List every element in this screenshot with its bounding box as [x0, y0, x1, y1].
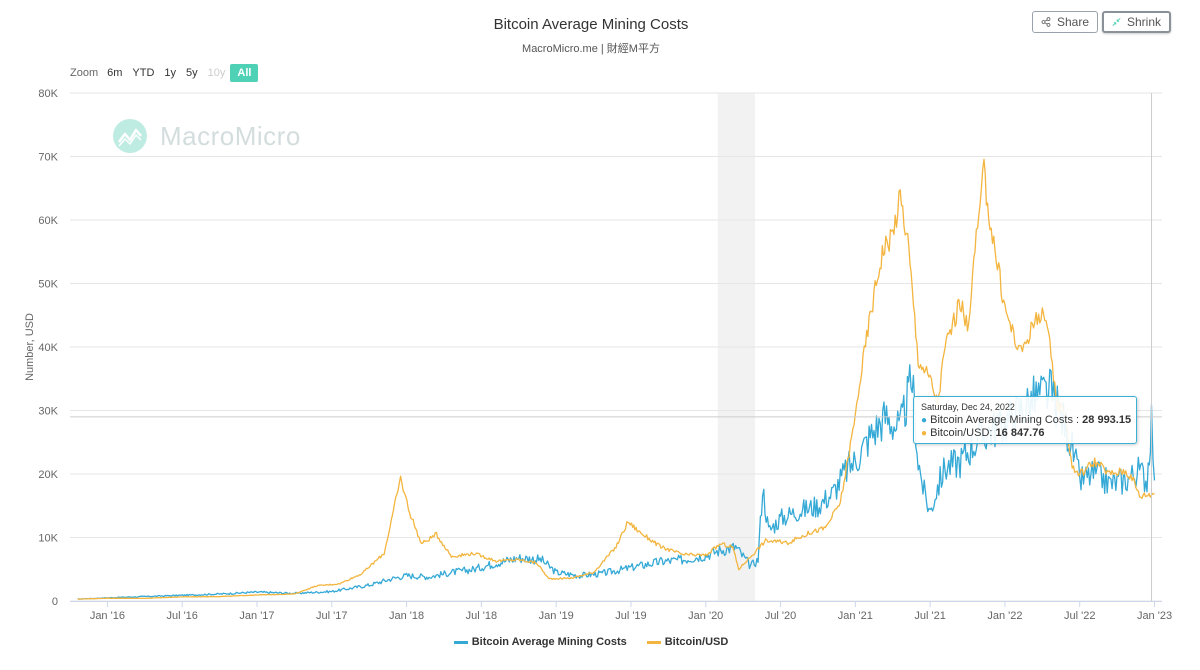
x-tick-label: Jan '22 — [987, 610, 1022, 622]
zoom-ytd-button[interactable]: YTD — [132, 67, 155, 79]
tooltip-btc-label: Bitcoin/USD: — [930, 427, 996, 439]
chart-tooltip: Saturday, Dec 24, 2022 ● Bitcoin Average… — [913, 396, 1137, 444]
tooltip-date: Saturday, Dec 24, 2022 — [921, 402, 1015, 412]
x-tick-label: Jan '16 — [90, 610, 125, 622]
zoom-6m-button[interactable]: 6m — [107, 67, 123, 79]
y-tick-label: 60K — [38, 215, 58, 227]
series-line-mining-costs — [77, 364, 1156, 600]
shrink-button[interactable]: Shrink — [1102, 11, 1171, 33]
y-tick-label: 30K — [38, 406, 58, 418]
chart-subtitle: MacroMicro.me | 財經M平方 — [522, 43, 660, 55]
x-tick-label: Jan '17 — [239, 610, 274, 622]
legend-mining-label: Bitcoin Average Mining Costs — [471, 636, 627, 648]
y-tick-label: 0 — [52, 596, 58, 608]
legend-btc-swatch — [646, 640, 661, 644]
series-line-bitcoin-usd — [77, 158, 1155, 600]
x-tick-label: Jul '17 — [316, 610, 347, 622]
x-tick-label: Jan '20 — [688, 610, 723, 622]
chart-title: Bitcoin Average Mining Costs — [493, 16, 689, 33]
zoom-5y-button[interactable]: 5y — [186, 67, 198, 79]
y-tick-label: 50K — [38, 279, 58, 291]
tooltip-mining-value: 28 993.15 — [1082, 414, 1132, 426]
x-tick-label: Jan '19 — [539, 610, 574, 622]
y-tick-label: 70K — [38, 152, 58, 164]
tooltip-mining-label: Bitcoin Average Mining Costs : — [930, 414, 1083, 426]
tooltip-btc-row: ● Bitcoin/USD: 16 847.76 — [921, 427, 1129, 440]
y-tick-label: 80K — [38, 88, 58, 100]
tooltip-btc-dot-icon: ● — [921, 428, 928, 439]
x-tick-label: Jan '21 — [838, 610, 873, 622]
legend-mining-swatch — [453, 640, 468, 644]
y-tick-label: 40K — [38, 342, 58, 354]
x-tick-label: Jan '18 — [389, 610, 424, 622]
share-button[interactable]: Share — [1032, 11, 1098, 33]
x-tick-label: Jul '21 — [914, 610, 945, 622]
zoom-all-button[interactable]: All — [230, 64, 259, 82]
legend-item-mining[interactable]: Bitcoin Average Mining Costs — [453, 636, 627, 648]
legend-item-btc[interactable]: Bitcoin/USD — [646, 636, 729, 648]
x-tick-label: Jul '19 — [615, 610, 646, 622]
chart-legend: Bitcoin Average Mining Costs Bitcoin/USD — [0, 636, 1182, 648]
y-tick-label: 10K — [38, 533, 58, 545]
watermark-logo: MacroMicro — [112, 118, 301, 154]
x-tick-label: Jul '18 — [466, 610, 497, 622]
zoom-label: Zoom — [70, 67, 99, 79]
x-tick-label: Jul '20 — [765, 610, 796, 622]
tooltip-mining-row: ● Bitcoin Average Mining Costs : 28 993.… — [921, 414, 1132, 427]
y-axis-title: Number, USD — [24, 313, 36, 381]
zoom-1y-button[interactable]: 1y — [164, 67, 177, 79]
shrink-label: Shrink — [1126, 15, 1161, 29]
x-tick-label: Jan '23 — [1137, 610, 1172, 622]
x-tick-label: Jul '22 — [1064, 610, 1095, 622]
zoom-bar: Zoom 6m YTD 1y 5y 10y All — [70, 64, 259, 82]
shrink-icon — [1112, 17, 1121, 27]
share-icon — [1041, 17, 1051, 27]
zoom-10y-button: 10y — [207, 67, 226, 79]
share-label: Share — [1056, 15, 1089, 29]
y-tick-label: 20K — [38, 469, 58, 481]
macromicro-logo-icon — [113, 119, 147, 153]
legend-btc-label: Bitcoin/USD — [664, 636, 729, 648]
tooltip-mining-dot-icon: ● — [921, 415, 928, 426]
tooltip-btc-value: 16 847.76 — [995, 427, 1045, 439]
watermark-text: MacroMicro — [160, 120, 301, 151]
x-tick-label: Jul '16 — [166, 610, 197, 622]
